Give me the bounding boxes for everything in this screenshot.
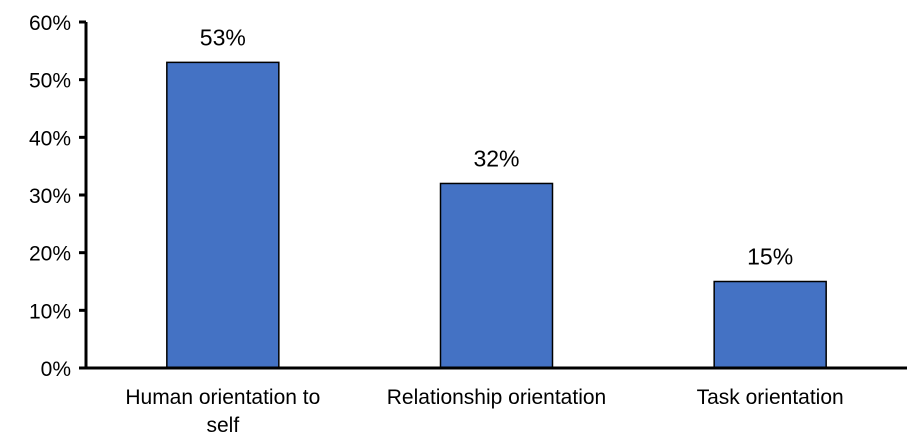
- y-tick-label: 30%: [29, 185, 71, 208]
- x-axis: Human orientation to self Relationship ori…: [86, 366, 907, 437]
- bar: [713, 280, 827, 369]
- bar: [439, 182, 554, 369]
- y-axis: 0% 10% 20% 30% 40% 50% 60%: [29, 12, 88, 381]
- y-tick-label: 60%: [29, 12, 71, 35]
- y-tick-label: 40%: [29, 127, 71, 150]
- x-category-label: self: [206, 414, 239, 437]
- x-category-label: Relationship orientation: [387, 386, 606, 409]
- y-tick-label: 50%: [29, 70, 71, 93]
- y-tick-label: 20%: [29, 243, 71, 266]
- x-category-label: Human orientation to: [125, 386, 320, 409]
- data-label: 53%: [200, 24, 246, 50]
- bars: 53% 32% 15%: [166, 24, 827, 369]
- y-tick-label: 10%: [29, 300, 71, 323]
- bar: [166, 61, 280, 369]
- data-label: 32%: [473, 145, 519, 171]
- data-label: 15%: [747, 244, 793, 270]
- x-category-label: Task orientation: [697, 386, 844, 409]
- y-tick-label: 0%: [41, 358, 71, 381]
